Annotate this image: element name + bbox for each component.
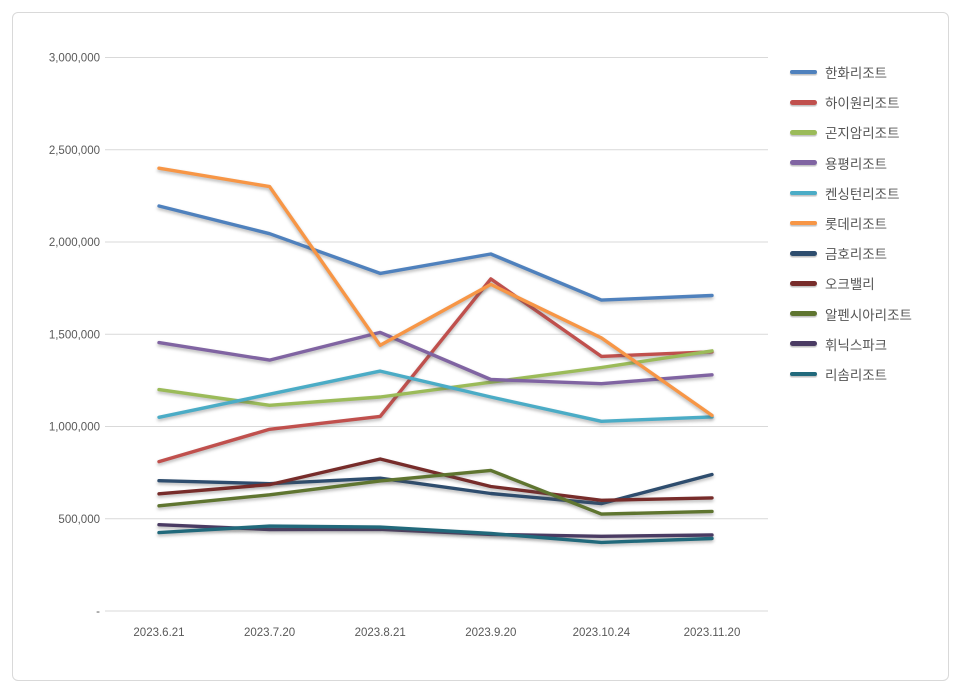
legend-label: 알펜시아리조트: [825, 307, 912, 323]
y-axis-tick-label: 1,500,000: [49, 329, 100, 341]
legend-item: 오크밸리: [790, 268, 912, 298]
legend-label: 켄싱턴리조트: [825, 186, 900, 202]
legend-swatch-icon: [790, 341, 817, 347]
legend-swatch-icon: [790, 160, 817, 165]
legend-item: 롯데리조트: [790, 208, 912, 238]
legend-swatch-icon: [790, 99, 817, 105]
legend-swatch-icon: [790, 311, 817, 316]
series-line-곤지암리조트: [157, 349, 714, 407]
x-axis-tick-label: 2023.9.20: [465, 627, 516, 639]
x-axis-tick-label: 2023.6.21: [133, 627, 184, 639]
legend-item: 곤지암리조트: [790, 117, 912, 147]
y-axis-tick-label: 1,000,000: [49, 422, 100, 434]
y-axis-tick-label: 3,000,000: [49, 53, 100, 65]
y-axis-tick-label: 2,000,000: [49, 237, 100, 249]
series-line-롯데리조트: [157, 166, 714, 418]
legend-swatch-icon: [790, 371, 817, 377]
x-axis-tick-label: 2023.10.24: [573, 627, 631, 639]
legend-item: 하이원리조트: [790, 87, 912, 117]
x-axis-tick-label: 2023.8.21: [355, 627, 406, 639]
legend-item: 한화리조트: [790, 57, 912, 87]
x-axis-tick-label: 2023.11.20: [684, 627, 741, 639]
legend-swatch-icon: [790, 281, 817, 286]
y-axis-tick-label: -: [96, 606, 100, 618]
series-line-켄싱턴리조트: [157, 369, 714, 423]
series-line-리솜리조트: [157, 524, 714, 545]
legend-label: 곤지암리조트: [825, 126, 900, 142]
legend-swatch-icon: [790, 69, 817, 75]
legend-label: 용평리조트: [825, 156, 888, 172]
legend-label: 한화리조트: [825, 66, 888, 82]
series-line-알펜시아리조트: [157, 468, 714, 516]
legend-item: 용평리조트: [790, 148, 912, 178]
y-axis-tick-label: 2,500,000: [49, 145, 100, 157]
legend-item: 리솜리조트: [790, 359, 912, 389]
legend-label: 휘닉스파크: [825, 337, 888, 353]
chart-frame: [12, 12, 949, 681]
legend-label: 오크밸리: [825, 277, 875, 293]
legend-swatch-icon: [790, 190, 817, 196]
y-axis-tick-label: 500,000: [58, 514, 100, 526]
legend-label: 금호리조트: [825, 247, 888, 263]
legend-item: 알펜시아리조트: [790, 299, 912, 329]
series-line-용평리조트: [157, 330, 714, 386]
series-line-하이원리조트: [157, 277, 714, 464]
legend-label: 하이원리조트: [825, 96, 900, 112]
legend-item: 금호리조트: [790, 238, 912, 268]
x-axis-tick-label: 2023.7.20: [244, 627, 295, 639]
legend-swatch-icon: [790, 250, 817, 256]
series-line-한화리조트: [157, 204, 714, 302]
legend-swatch-icon: [790, 130, 817, 135]
legend-label: 리솜리조트: [825, 367, 888, 383]
legend-item: 휘닉스파크: [790, 329, 912, 359]
legend-label: 롯데리조트: [825, 217, 888, 233]
series-line-오크밸리: [157, 457, 714, 502]
legend-swatch-icon: [790, 220, 817, 226]
legend-item: 켄싱턴리조트: [790, 178, 912, 208]
